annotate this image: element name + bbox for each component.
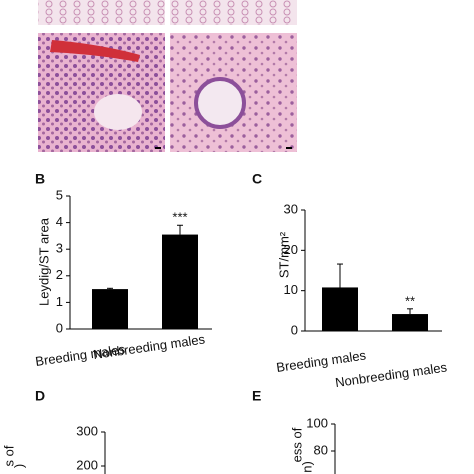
blood-vessel <box>50 40 140 62</box>
panel-label: D <box>35 388 45 404</box>
y-tick-label: 5 <box>56 187 63 202</box>
y-tick-label: 10 <box>284 282 298 297</box>
y-tick-label: 0 <box>56 320 63 335</box>
y-tick-label: 0 <box>291 322 298 337</box>
y-axis-label: ) <box>11 464 26 468</box>
y-axis-label: ess of <box>289 427 304 462</box>
significance: ** <box>405 293 415 308</box>
y-tick-label: 2 <box>56 267 63 282</box>
panel-label: B <box>35 171 45 187</box>
y-axis-label: n) <box>299 461 314 473</box>
y-tick-label: 20 <box>284 242 298 257</box>
bar <box>92 289 128 329</box>
y-tick-label: 300 <box>76 423 98 438</box>
histology-image <box>170 0 297 25</box>
histology <box>38 0 297 152</box>
panel-label: C <box>252 171 262 187</box>
y-axis-label: ST/mm² <box>276 231 291 278</box>
significance: *** <box>172 210 187 225</box>
y-axis-label: s of <box>1 445 16 466</box>
bar <box>392 314 428 331</box>
y-tick-label: 3 <box>56 241 63 256</box>
lumen <box>94 94 142 130</box>
y-tick-label: 4 <box>56 214 63 229</box>
x-tick-label: Breeding males <box>275 347 367 374</box>
y-tick-label: 1 <box>56 294 63 309</box>
y-tick-label: 100 <box>306 415 328 430</box>
bar <box>162 234 198 329</box>
histology-image <box>38 0 165 25</box>
bar <box>322 287 358 331</box>
y-axis-label: Leydig/ST area <box>36 217 51 306</box>
x-tick-label: Nonbreeding males <box>92 331 206 362</box>
panel-label: E <box>252 388 261 404</box>
y-tick-label: 200 <box>76 457 98 472</box>
y-tick-label: 30 <box>284 201 298 216</box>
lumen <box>194 77 246 129</box>
y-tick-label: 80 <box>314 442 328 457</box>
